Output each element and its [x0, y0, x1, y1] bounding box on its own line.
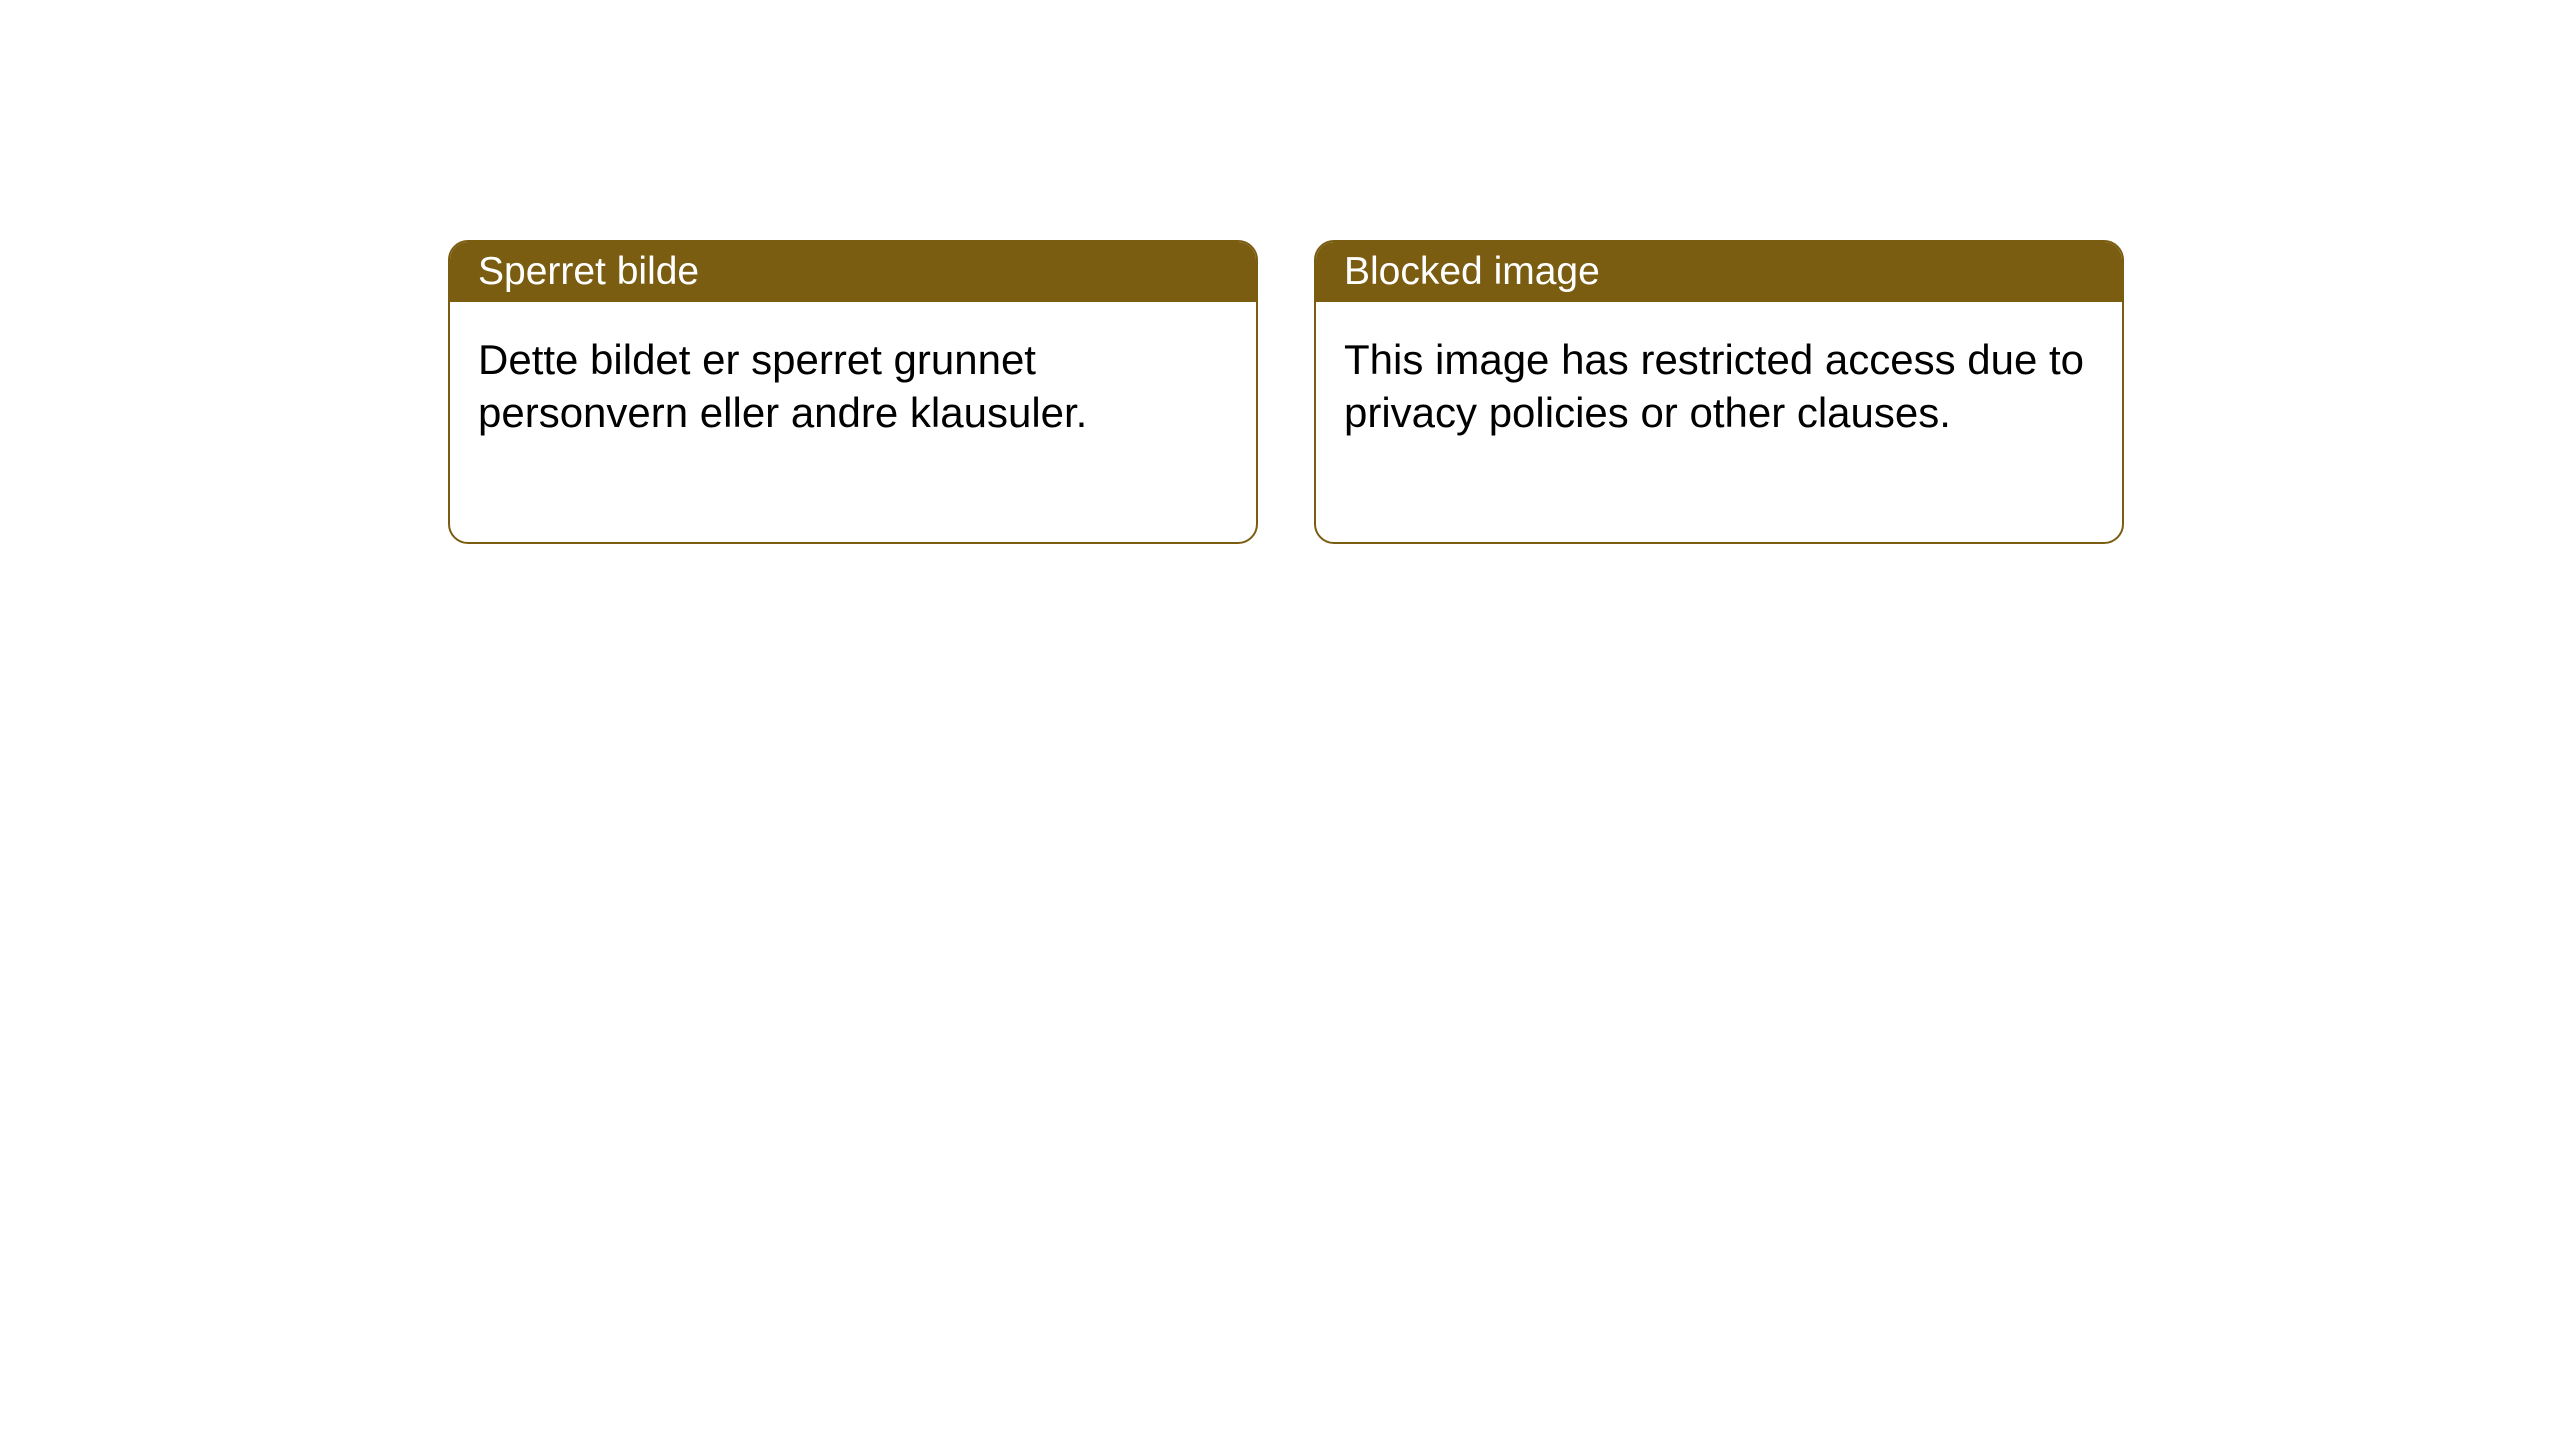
- notice-text-norwegian: Dette bildet er sperret grunnet personve…: [478, 336, 1087, 436]
- notice-body-norwegian: Dette bildet er sperret grunnet personve…: [450, 302, 1256, 542]
- notice-container: Sperret bilde Dette bildet er sperret gr…: [0, 0, 2560, 544]
- notice-body-english: This image has restricted access due to …: [1316, 302, 2122, 542]
- notice-title-english: Blocked image: [1344, 250, 1600, 293]
- notice-header-norwegian: Sperret bilde: [450, 242, 1256, 302]
- notice-title-norwegian: Sperret bilde: [478, 250, 699, 293]
- notice-card-norwegian: Sperret bilde Dette bildet er sperret gr…: [448, 240, 1258, 544]
- notice-header-english: Blocked image: [1316, 242, 2122, 302]
- notice-text-english: This image has restricted access due to …: [1344, 336, 2084, 436]
- notice-card-english: Blocked image This image has restricted …: [1314, 240, 2124, 544]
